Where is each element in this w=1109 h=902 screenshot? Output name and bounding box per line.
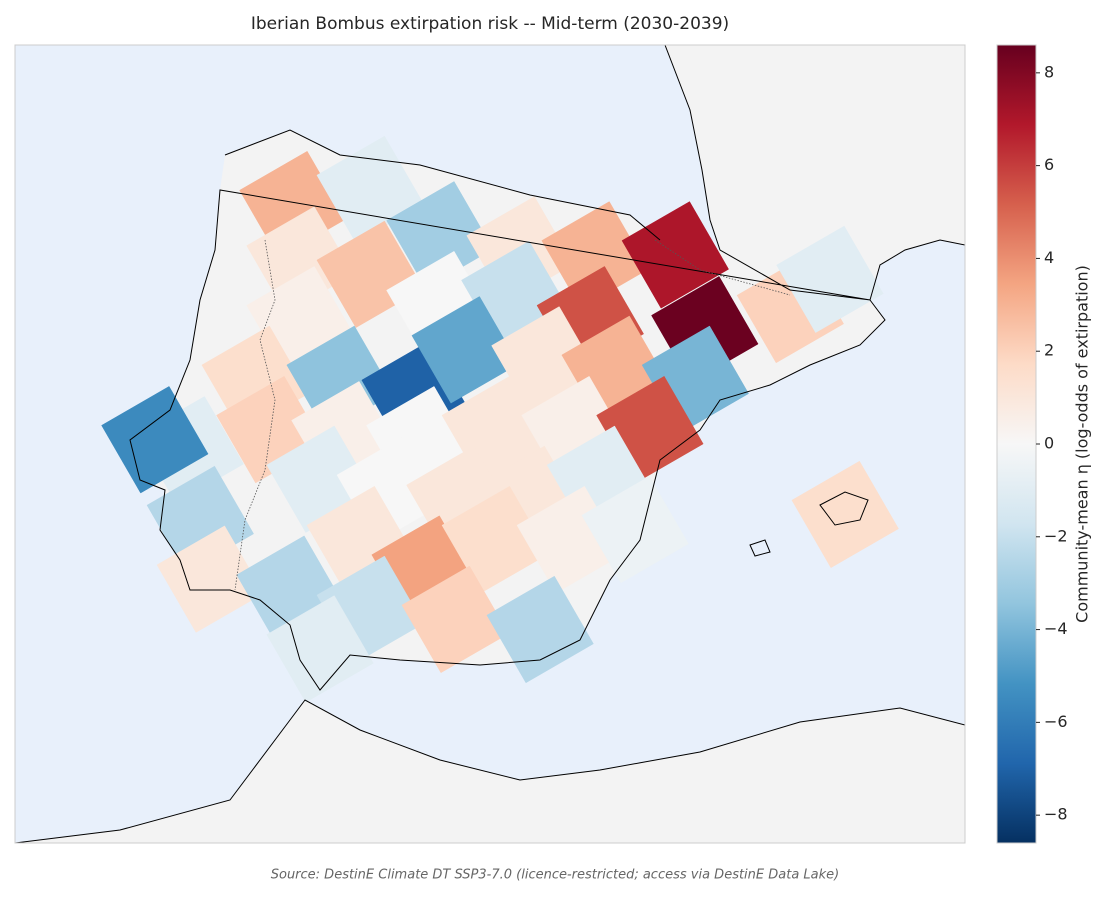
map-frame bbox=[14, 44, 966, 844]
colorbar-tick-label: 6 bbox=[1044, 155, 1054, 174]
colorbar-tick-label: 2 bbox=[1044, 341, 1054, 360]
grid-cell bbox=[266, 595, 374, 703]
cells bbox=[101, 135, 899, 703]
colorbar-label: Community-mean η (log-odds of extirpatio… bbox=[1073, 265, 1092, 623]
colorbar-tick-label: −2 bbox=[1044, 526, 1068, 545]
france bbox=[665, 45, 965, 300]
colorbar-tick-label: 8 bbox=[1044, 62, 1054, 81]
grid-cell bbox=[486, 575, 594, 684]
grid-cell bbox=[581, 475, 689, 584]
borders bbox=[234, 239, 791, 591]
colorbar-tick-label: 4 bbox=[1044, 248, 1054, 267]
colorbar-tick-label: −4 bbox=[1044, 619, 1068, 638]
colorbar-tick-label: 0 bbox=[1044, 434, 1054, 453]
grid-cell bbox=[776, 225, 884, 333]
source-note: Source: DestinE Climate DT SSP3-7.0 (lic… bbox=[271, 868, 840, 883]
north-africa bbox=[15, 700, 965, 843]
colorbar-tick-label: −6 bbox=[1044, 712, 1068, 731]
colorbar bbox=[996, 44, 1037, 844]
chart-title: Iberian Bombus extirpation risk -- Mid-t… bbox=[251, 14, 729, 34]
coastline bbox=[15, 45, 965, 843]
grid-cell bbox=[101, 386, 209, 494]
colorbar-tick-label: −8 bbox=[1044, 805, 1068, 824]
grid-cell bbox=[791, 460, 899, 569]
map bbox=[15, 45, 965, 843]
grid-cell bbox=[621, 201, 729, 309]
